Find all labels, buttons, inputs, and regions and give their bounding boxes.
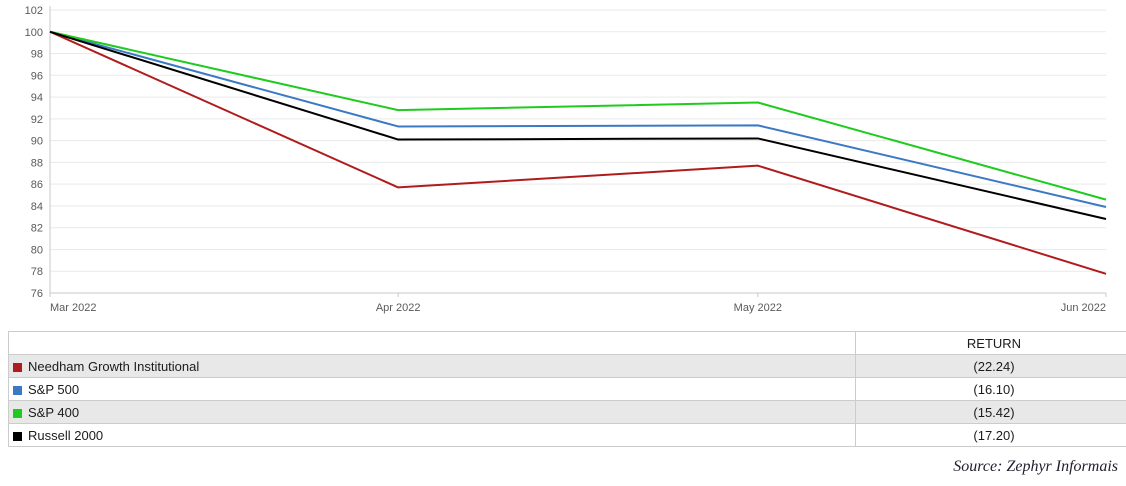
- table-header-name: [8, 331, 856, 355]
- performance-line-chart: 76 78 80 82 84 86 88 90 92 94 96 98 100 102 Mar 2022 Ap…: [25, 5, 1107, 314]
- y-tick-label: 102: [25, 5, 43, 17]
- x-tick-label: Jun 2022: [1061, 302, 1106, 314]
- returns-table-body: Needham Growth Institutional (22.24) S&P 5…: [8, 354, 1126, 447]
- series-line: [49, 30, 1107, 275]
- series-name-label: Needham Growth Institutional: [28, 358, 200, 374]
- series-return-value: (17.20): [855, 423, 1126, 447]
- series-name-cell: S&P 500: [8, 377, 856, 401]
- series-line: [49, 30, 1107, 201]
- series-color-swatch-icon: [13, 408, 22, 418]
- line-chart-svg: 76 78 80 82 84 86 88 90 92 94 96 98 100 102 Mar 2022 Ap…: [25, 5, 1107, 314]
- y-tick-label: 88: [31, 157, 43, 169]
- series-name-cell: S&P 400: [8, 400, 856, 424]
- y-tick-label: 82: [31, 223, 43, 235]
- table-row: Needham Growth Institutional (22.24): [8, 354, 1126, 378]
- x-tick-label: May 2022: [734, 302, 782, 314]
- y-tick-label: 76: [31, 288, 43, 300]
- series-name-cell: Russell 2000: [8, 423, 856, 447]
- table-row: Russell 2000 (17.20): [8, 423, 1126, 447]
- x-tick-label: Mar 2022: [50, 302, 96, 314]
- series-name-cell: Needham Growth Institutional: [8, 354, 856, 378]
- series-color-swatch-icon: [13, 431, 22, 441]
- source-attribution: Source: Zephyr Informais: [953, 458, 1118, 475]
- series-return-value: (22.24): [855, 354, 1126, 378]
- y-tick-label: 100: [25, 27, 43, 39]
- series-color-swatch-icon: [13, 385, 22, 395]
- y-tick-label: 90: [31, 136, 43, 148]
- x-tick-label: Apr 2022: [376, 302, 421, 314]
- y-tick-label: 96: [31, 70, 43, 82]
- y-tick-label: 84: [31, 201, 43, 213]
- series-return-value: (16.10): [855, 377, 1126, 401]
- y-tick-label: 98: [31, 49, 43, 61]
- series-name-label: S&P 500: [28, 381, 80, 397]
- y-tick-label: 86: [31, 179, 43, 191]
- y-tick-label: 78: [31, 266, 43, 278]
- y-tick-label: 94: [31, 92, 43, 104]
- table-row: S&P 500 (16.10): [8, 377, 1126, 401]
- y-tick-label: 80: [31, 244, 43, 256]
- table-header-row: RETURN: [8, 331, 1126, 355]
- series-color-swatch-icon: [13, 362, 22, 372]
- table-header-return: RETURN: [855, 331, 1126, 355]
- returns-table: RETURN Needham Growth Institutional (22.2…: [8, 331, 1126, 447]
- table-row: S&P 400 (15.42): [8, 400, 1126, 424]
- y-tick-label: 92: [31, 114, 43, 126]
- series-return-value: (15.42): [855, 400, 1126, 424]
- series-name-label: S&P 400: [28, 404, 80, 420]
- series-name-label: Russell 2000: [28, 427, 104, 443]
- series-line: [49, 30, 1107, 220]
- series-line: [49, 30, 1107, 208]
